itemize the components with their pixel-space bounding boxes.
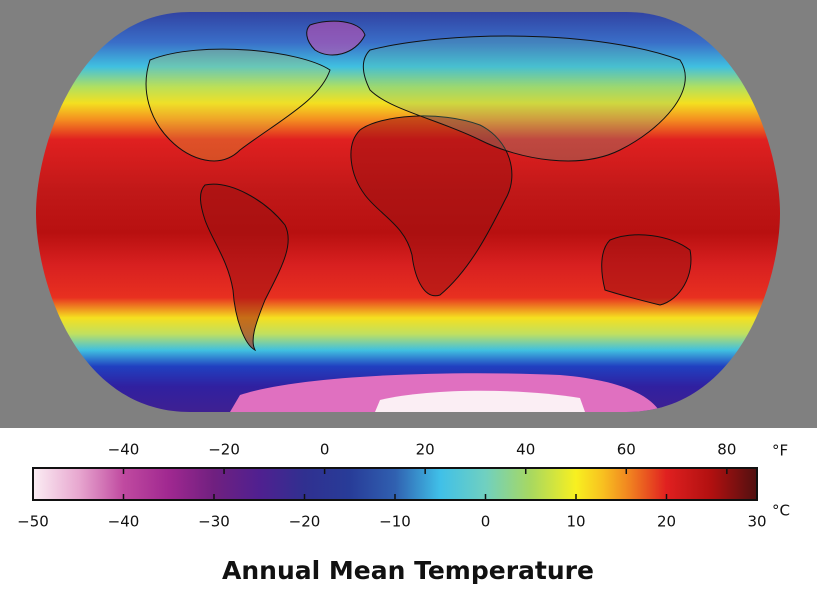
- fahrenheit-unit: °F: [772, 442, 788, 460]
- celsius-tick-label: 30: [747, 513, 766, 531]
- celsius-tick-label: −40: [108, 513, 140, 531]
- fahrenheit-tick-label: −20: [208, 441, 240, 459]
- celsius-tick-label: −10: [379, 513, 411, 531]
- celsius-tick-label: 10: [566, 513, 585, 531]
- fahrenheit-tick-label: 60: [617, 441, 636, 459]
- fahrenheit-tick-label: −40: [108, 441, 140, 459]
- celsius-tick-label: −30: [198, 513, 230, 531]
- world-map: [36, 12, 780, 412]
- celsius-tick-label: −20: [289, 513, 321, 531]
- antarctica-interior: [375, 390, 585, 412]
- continents: [145, 20, 692, 352]
- fahrenheit-tick-label: 0: [320, 441, 330, 459]
- celsius-unit: °C: [772, 502, 790, 520]
- fahrenheit-tick-label: 40: [516, 441, 535, 459]
- celsius-tick-label: 20: [657, 513, 676, 531]
- fahrenheit-tick-label: 80: [717, 441, 736, 459]
- title: Annual Mean Temperature: [222, 556, 594, 585]
- fahrenheit-tick-label: 20: [416, 441, 435, 459]
- celsius-tick-label: −50: [17, 513, 49, 531]
- celsius-tick-label: 0: [481, 513, 491, 531]
